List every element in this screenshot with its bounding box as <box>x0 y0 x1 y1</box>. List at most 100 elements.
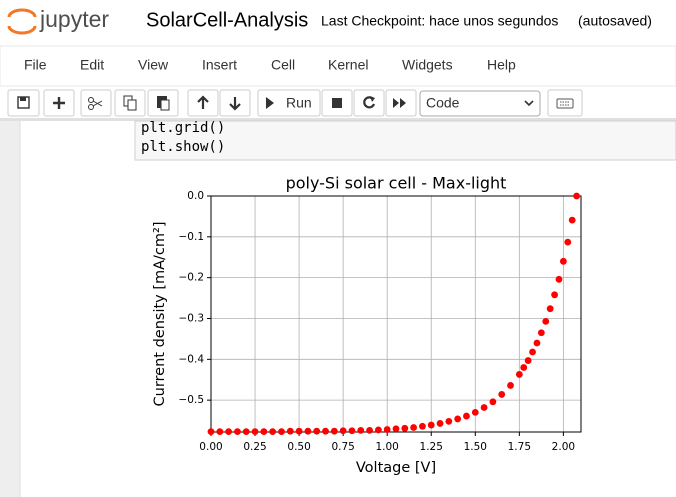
menu-item[interactable]: Insert <box>202 57 237 73</box>
output-chart: poly-Si solar cell - Max-light Voltage [… <box>152 174 582 476</box>
menu-item[interactable]: Edit <box>80 57 104 73</box>
data-point <box>225 428 233 435</box>
data-point <box>260 428 268 435</box>
y-axis-label: Current density [mA/cm²] <box>152 222 168 407</box>
data-point <box>366 426 373 434</box>
x-tick-label: 1.25 <box>420 441 443 453</box>
insert-cell-button[interactable] <box>43 89 75 117</box>
data-point <box>304 427 312 435</box>
header-shadow <box>0 118 676 121</box>
data-point <box>383 426 391 433</box>
copy-button[interactable] <box>114 89 146 117</box>
x-tick-label: 0.75 <box>331 441 354 453</box>
data-point <box>480 404 488 411</box>
data-point <box>568 216 576 224</box>
data-point <box>445 417 453 425</box>
data-point <box>401 424 409 432</box>
data-point <box>520 364 528 371</box>
data-point <box>489 398 497 406</box>
data-point <box>295 427 303 435</box>
notebook-name[interactable]: SolarCell-Analysis <box>146 9 308 31</box>
x-tick-label: 1.75 <box>508 441 531 453</box>
paste-button[interactable] <box>147 89 179 117</box>
x-tick-label: 0.50 <box>287 441 310 453</box>
data-point <box>564 238 572 246</box>
data-point <box>207 428 215 435</box>
move-down-button[interactable] <box>219 89 251 117</box>
header-bar <box>0 0 676 46</box>
x-tick-label: 2.00 <box>552 441 575 453</box>
data-point <box>555 275 563 283</box>
run-label[interactable]: Run <box>286 95 312 111</box>
run-button[interactable] <box>257 89 321 117</box>
data-point <box>573 192 580 200</box>
chart-title: poly-Si solar cell - Max-light <box>286 174 507 193</box>
data-point <box>286 427 294 435</box>
data-point <box>436 420 444 427</box>
data-point <box>471 409 479 416</box>
menu-item[interactable]: Cell <box>271 57 295 73</box>
cut-button[interactable] <box>80 89 112 117</box>
x-tick-label: 1.50 <box>464 441 487 453</box>
restart-run-all-button[interactable] <box>385 89 417 117</box>
data-point <box>234 428 241 435</box>
menu-item[interactable]: View <box>138 57 169 73</box>
checkpoint-status: Last Checkpoint: hace unos segundos <box>321 13 558 29</box>
data-point <box>357 426 365 434</box>
y-tick-label: −0.2 <box>179 272 205 284</box>
y-tick-label: −0.3 <box>179 312 205 324</box>
menu-item[interactable]: File <box>24 57 47 73</box>
save-button[interactable] <box>7 89 40 117</box>
data-point <box>278 428 285 435</box>
code-line: plt.show() <box>141 139 225 155</box>
x-tick-label: 0.00 <box>199 441 222 453</box>
data-point <box>498 391 506 398</box>
logo-text[interactable]: jupyter <box>39 6 109 32</box>
data-point <box>515 371 523 378</box>
data-point <box>463 412 470 420</box>
data-point <box>524 357 532 364</box>
y-tick-label: −0.4 <box>179 353 205 365</box>
data-point <box>339 427 347 435</box>
code-line: plt.grid() <box>141 120 225 136</box>
data-point <box>348 427 356 435</box>
plot-area <box>211 196 581 432</box>
restart-button[interactable] <box>353 89 385 117</box>
data-point <box>313 427 321 435</box>
data-point <box>533 339 541 347</box>
data-point <box>507 382 514 389</box>
data-point <box>419 422 426 430</box>
data-point <box>242 428 250 435</box>
toolbar: Run Code <box>7 89 583 117</box>
data-point <box>542 317 550 325</box>
cell-type-select[interactable] <box>419 90 541 117</box>
y-tick-label: −0.5 <box>179 394 205 406</box>
cell-type-label[interactable]: Code <box>426 95 460 111</box>
menu-bar <box>0 45 676 87</box>
data-point <box>559 257 567 265</box>
data-point <box>551 291 558 299</box>
data-point <box>454 415 462 423</box>
autosave-status: (autosaved) <box>578 13 652 29</box>
interrupt-button[interactable] <box>321 89 353 117</box>
data-point <box>427 421 435 429</box>
data-point <box>537 329 545 337</box>
y-tick-label: 0.0 <box>187 190 204 202</box>
menu-item[interactable]: Help <box>487 57 516 73</box>
data-point <box>374 426 382 434</box>
data-point <box>322 427 329 435</box>
data-point <box>392 425 400 433</box>
data-point <box>251 428 259 435</box>
command-palette-button[interactable] <box>547 89 583 117</box>
data-point <box>546 305 554 313</box>
code-input-area[interactable] <box>134 120 676 161</box>
move-up-button[interactable] <box>187 89 219 117</box>
data-point <box>269 428 277 435</box>
data-point <box>529 348 536 356</box>
menu-item[interactable]: Kernel <box>328 57 368 73</box>
data-point <box>410 424 418 431</box>
jupyter-logo-icon <box>7 8 37 35</box>
menu-item[interactable]: Widgets <box>402 57 453 73</box>
